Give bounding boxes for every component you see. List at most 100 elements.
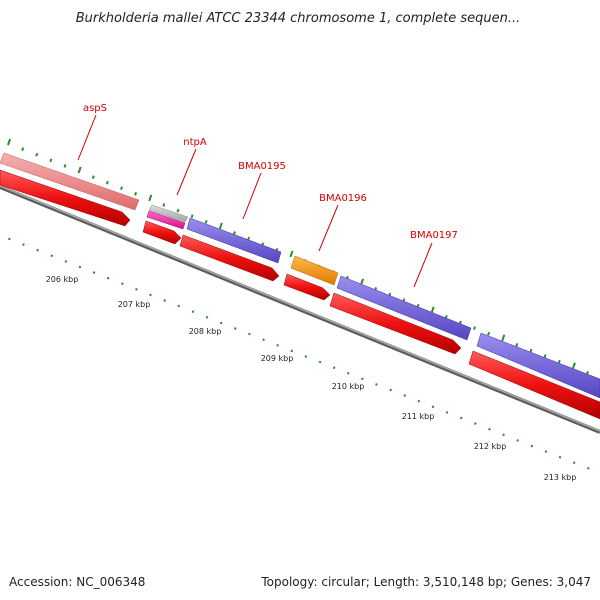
gene-track-tick-minor	[473, 326, 476, 330]
ruler-tick-minor	[403, 394, 407, 397]
gene-track-tick-minor	[232, 231, 236, 235]
gene-track-tick-minor	[176, 208, 180, 213]
ruler-tick-minor	[332, 366, 336, 370]
ruler-tick-minor	[459, 416, 463, 420]
gene-track-tick-minor	[515, 343, 519, 347]
leader-aspS	[77, 114, 97, 161]
leader-BMA0195	[242, 172, 262, 220]
cds-arrow-BMA0197[interactable]	[329, 292, 462, 355]
position-label-211: 211 kbp	[402, 412, 435, 421]
ruler-tick-minor	[163, 299, 166, 302]
ruler-tick-major	[361, 377, 364, 381]
leader-BMA0197	[413, 242, 433, 288]
ruler-tick-minor	[36, 248, 39, 252]
gene-aspS[interactable]	[0, 152, 140, 211]
gene-track-tick-major	[501, 334, 506, 342]
ruler-tick-minor	[135, 287, 138, 291]
gene-track-tick-minor	[134, 191, 138, 196]
ruler-tick-major	[431, 405, 435, 409]
position-label-207: 207 kbp	[118, 300, 151, 309]
ruler-tick-minor	[92, 271, 96, 274]
gene-track-tick-minor	[120, 186, 123, 191]
gene-BMA0195[interactable]	[186, 217, 282, 264]
gene-ntpA[interactable]	[148, 204, 189, 223]
gene-track-tick-major	[430, 306, 435, 314]
ruler-tick-minor	[50, 254, 54, 258]
gene-BMA0196[interactable]	[290, 255, 339, 286]
gene-track-tick-major	[360, 278, 365, 286]
gene-label-aspS[interactable]: aspS	[83, 103, 107, 114]
backbone-highlight	[0, 185, 600, 432]
ruler-tick-minor	[558, 455, 562, 459]
ruler-tick-minor	[64, 260, 68, 263]
gene-track-tick-minor	[35, 152, 39, 157]
ruler-tick-minor	[304, 355, 308, 358]
leader-ntpA	[176, 148, 197, 196]
cds-arrow-next[interactable]	[468, 350, 600, 420]
gene-track	[0, 152, 600, 399]
position-label-210: 210 kbp	[332, 382, 365, 391]
gene-track-tick-minor	[190, 214, 194, 219]
cds-arrow-aspS[interactable]	[0, 169, 131, 227]
gene-track-tick-minor	[91, 175, 95, 179]
gene-next-blue[interactable]	[476, 332, 600, 399]
gene-track-tick-major	[7, 138, 12, 146]
ruler-tick-major	[149, 293, 152, 297]
position-labels: 206 kbp 207 kbp 208 kbp 209 kbp 210 kbp …	[46, 275, 577, 482]
accession-text: Accession: NC_006348	[9, 575, 145, 589]
cds-arrow-BMA0195[interactable]	[179, 234, 280, 282]
ruler-tick-minor	[22, 243, 25, 246]
ruler-tick-minor	[262, 338, 265, 342]
gene-ntpA-rna[interactable]	[146, 210, 186, 230]
ruler-tick-minor	[276, 343, 279, 347]
ruler-tick-minor	[544, 450, 548, 453]
gene-track-tick-major	[77, 166, 82, 174]
ruler-tick-minor	[233, 327, 237, 330]
ruler-tick-minor	[488, 427, 491, 431]
ruler-tick-minor	[587, 466, 590, 470]
leader-BMA0196	[318, 204, 339, 252]
gene-track-tick-minor	[49, 158, 53, 163]
cds-arrow-ntpA[interactable]	[142, 220, 182, 245]
map-title: Burkholderia mallei ATCC 23344 chromosom…	[76, 11, 521, 26]
cds-track	[0, 169, 600, 420]
gene-track-tick-minor	[487, 331, 491, 336]
ruler-tick-minor	[375, 383, 378, 386]
gene-BMA0197[interactable]	[336, 275, 472, 341]
gene-label-BMA0197[interactable]: BMA0197	[410, 230, 458, 241]
gene-track-tick-minor	[21, 147, 25, 151]
ruler-tick-minor	[191, 310, 195, 314]
gene-track-tick-minor	[557, 359, 561, 364]
ruler-tick-major	[78, 265, 82, 269]
ruler-tick-minor	[530, 444, 534, 448]
gene-track-tick-major	[148, 194, 153, 202]
cds-arrow-BMA0196[interactable]	[283, 273, 331, 301]
gene-track-tick-major	[289, 250, 294, 258]
gene-label-leaders	[77, 114, 433, 288]
position-label-208: 208 kbp	[189, 327, 222, 336]
ruler-tick-minor	[445, 411, 449, 414]
backbone-line	[0, 185, 600, 434]
ruler-tick-minor	[248, 332, 251, 336]
ruler-tick-minor	[389, 388, 392, 392]
ruler-tick-major	[8, 237, 11, 241]
gene-track-tick-minor	[162, 203, 166, 207]
gene-track-tick-minor	[63, 164, 67, 168]
ruler-tick-minor	[417, 399, 421, 403]
gene-label-BMA0196[interactable]: BMA0196	[319, 193, 367, 204]
ruler-tick-major	[219, 321, 223, 325]
sequence-summary-text: Topology: circular; Length: 3,510,148 bp…	[260, 575, 591, 589]
gene-track-tick-major	[218, 222, 223, 230]
ruler-tick-minor	[474, 422, 477, 425]
position-label-209: 209 kbp	[261, 354, 294, 363]
position-label-213: 213 kbp	[544, 473, 577, 482]
gene-track-tick-minor	[105, 180, 109, 185]
ruler-tick-minor	[346, 371, 350, 375]
gene-label-ntpA[interactable]: ntpA	[183, 137, 207, 148]
gene-track-tick-minor	[543, 354, 547, 358]
position-ruler-ticks	[8, 237, 590, 470]
ruler-tick-minor	[205, 315, 209, 319]
ruler-tick-minor	[516, 439, 519, 442]
gene-label-BMA0195[interactable]: BMA0195	[238, 161, 286, 172]
